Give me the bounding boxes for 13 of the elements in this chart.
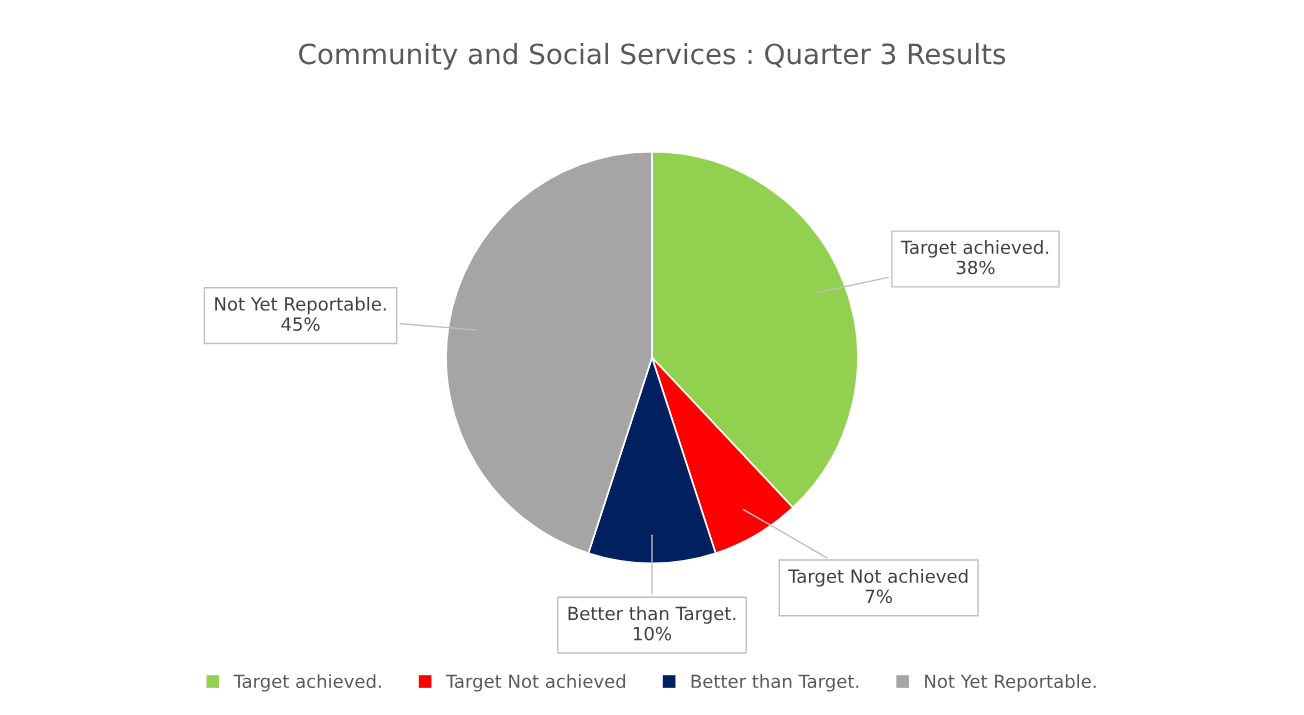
slice-label: Target Not achieved — [788, 569, 968, 587]
slice-label: Not Yet Reportable. — [215, 296, 386, 315]
legend-label: Not Yet Reportable. — [925, 674, 1096, 692]
slice-label: Target achieved. — [900, 240, 1049, 258]
data-label: 45% — [281, 317, 320, 331]
slice-label: Better than Target. — [568, 606, 736, 624]
data-label: 7% — [865, 589, 892, 604]
data-label: 38% — [956, 260, 995, 275]
legend-label: Target achieved. — [233, 674, 381, 692]
data-label: 10% — [633, 626, 672, 641]
legend-label: Better than Target. — [691, 674, 859, 692]
legend-label: Target Not achieved — [445, 674, 626, 692]
chart-title: Community and Social Services : Quarter 3 Results — [299, 42, 1006, 70]
